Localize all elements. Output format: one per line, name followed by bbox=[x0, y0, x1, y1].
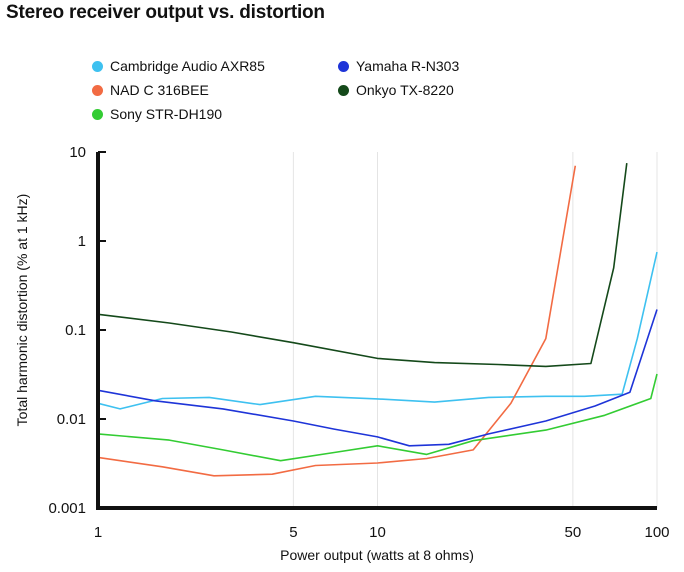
legend-item-nad: NAD C 316BEE bbox=[92, 82, 209, 98]
legend-label-cambridge: Cambridge Audio AXR85 bbox=[110, 58, 265, 74]
y-tick-label-3: 1 bbox=[78, 233, 86, 250]
y-tick-label-4: 10 bbox=[69, 144, 86, 161]
series-line-3 bbox=[97, 309, 658, 447]
legend-item-onkyo: Onkyo TX-8220 bbox=[338, 82, 454, 98]
legend-label-onkyo: Onkyo TX-8220 bbox=[356, 82, 454, 98]
legend-swatch-sony bbox=[92, 108, 103, 120]
x-axis-label: Power output (watts at 8 ohms) bbox=[280, 547, 474, 563]
legend: Cambridge Audio AXR85 NAD C 316BEE Sony … bbox=[92, 58, 572, 128]
y-tick-label-2: 0.1 bbox=[65, 322, 86, 339]
legend-label-yamaha: Yamaha R-N303 bbox=[356, 58, 460, 74]
series-line-2 bbox=[97, 373, 658, 462]
chart-title: Stereo receiver output vs. distortion bbox=[6, 2, 325, 23]
x-tick-label-0: 1 bbox=[94, 524, 102, 541]
x-tick-label-4: 100 bbox=[644, 524, 669, 541]
legend-swatch-onkyo bbox=[338, 84, 349, 96]
legend-item-sony: Sony STR-DH190 bbox=[92, 106, 222, 122]
x-tick-label-2: 10 bbox=[369, 524, 386, 541]
legend-label-sony: Sony STR-DH190 bbox=[110, 106, 223, 122]
x-tick-label-3: 50 bbox=[565, 524, 582, 541]
legend-swatch-yamaha bbox=[338, 60, 349, 72]
legend-item-cambridge: Cambridge Audio AXR85 bbox=[92, 58, 265, 74]
series-line-0 bbox=[97, 251, 658, 410]
y-tick-label-1: 0.01 bbox=[57, 411, 86, 428]
legend-label-nad: NAD C 316BEE bbox=[110, 82, 209, 98]
y-tick-label-0: 0.001 bbox=[48, 500, 86, 517]
series-line-4 bbox=[97, 163, 628, 368]
legend-item-yamaha: Yamaha R-N303 bbox=[338, 58, 459, 74]
x-tick-label-1: 5 bbox=[289, 524, 297, 541]
series-line-1 bbox=[97, 165, 577, 477]
legend-swatch-nad bbox=[92, 84, 103, 96]
legend-swatch-cambridge bbox=[92, 60, 103, 72]
